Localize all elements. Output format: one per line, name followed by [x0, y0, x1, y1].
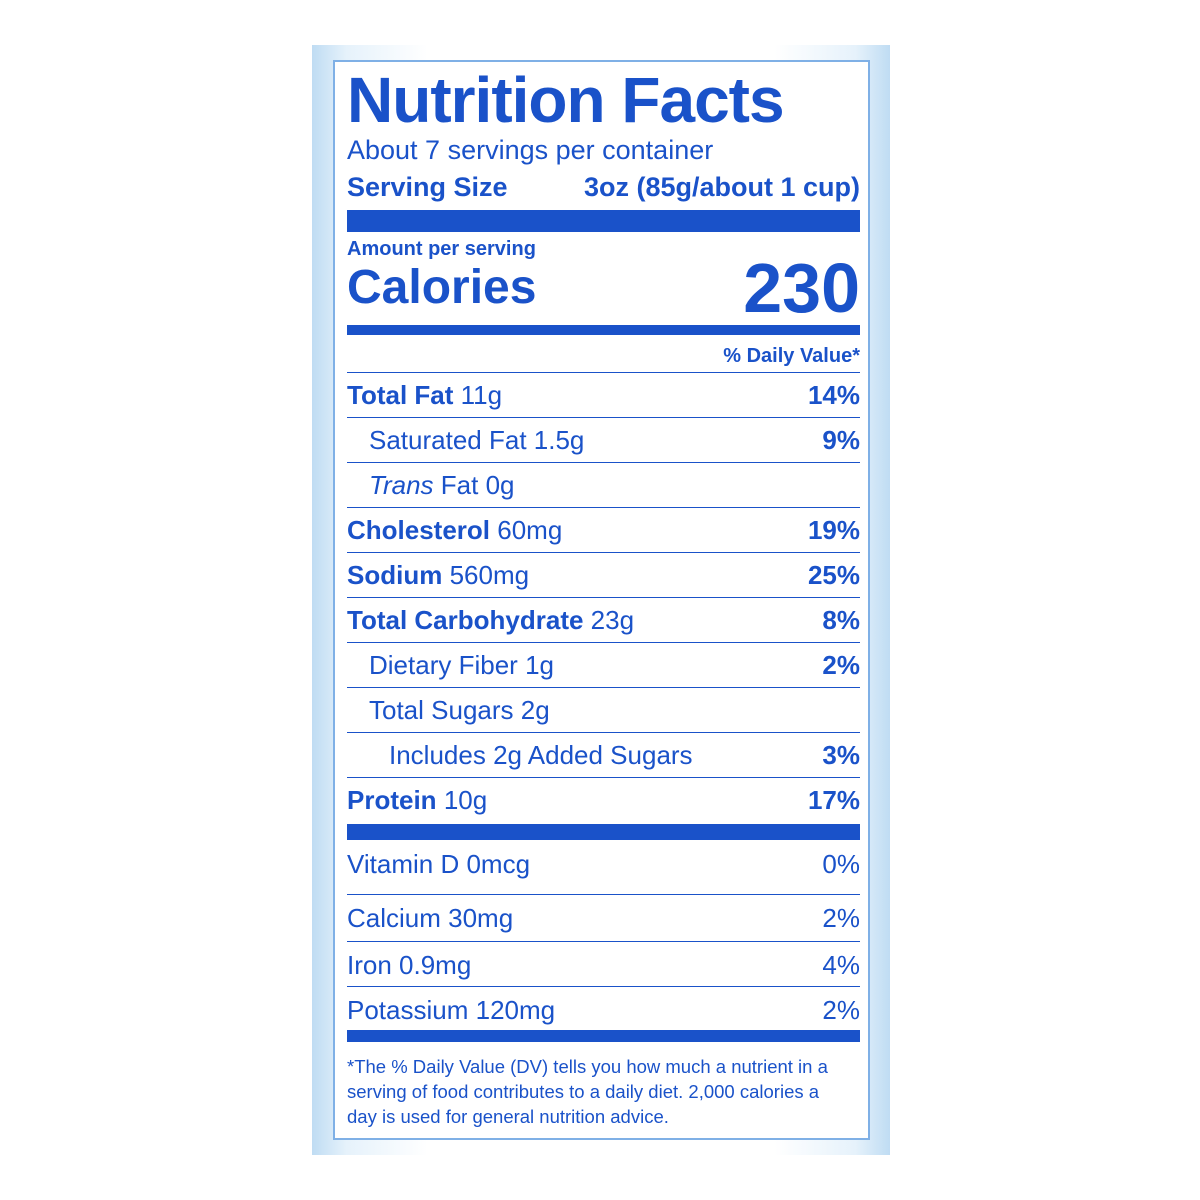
thick-rule: [347, 210, 860, 232]
vitamin-name: Vitamin D 0mcg: [347, 849, 531, 879]
daily-value: 19%: [807, 515, 860, 545]
daily-value: 17%: [807, 785, 860, 815]
daily-value: 2%: [822, 995, 860, 1025]
nutrient-amount: 1.5g: [533, 425, 585, 455]
nutrient-row: Dietary Fiber 1g 2%: [347, 642, 860, 686]
nutrient-name: Saturated Fat: [369, 425, 527, 455]
nutrition-label: [333, 60, 870, 1140]
calories: Calories 230: [347, 252, 860, 324]
calories-value: 230: [743, 249, 860, 327]
daily-value: 0%: [822, 849, 860, 879]
nutrient-name: Protein: [347, 785, 437, 815]
nutrient-name: Dietary Fiber: [369, 650, 518, 680]
vitamin-name: Iron 0.9mg: [347, 950, 472, 980]
footnote: *The % Daily Value (DV) tells you how mu…: [347, 1056, 828, 1127]
daily-value: 9%: [822, 425, 860, 455]
nutrient-amount: 0g: [485, 470, 515, 500]
serving-size-value: 3oz (85g/about 1 cup): [583, 172, 860, 202]
amount-per-serving: Amount per serving: [347, 238, 536, 260]
servings: About 7 servings per container: [347, 135, 714, 165]
vitamin-row: Vitamin D 0mcg 0%: [347, 841, 860, 887]
nutrient-amount: 23g: [590, 605, 635, 635]
nutrient-name: Fat: [440, 470, 479, 500]
nutrient-amount: 11g: [460, 380, 503, 410]
title: Nutrition Facts: [347, 64, 785, 136]
nutrient-row: Trans Fat 0g: [347, 462, 860, 506]
daily-value: 2%: [822, 650, 860, 680]
nutrient-row: Includes 2g Added Sugars 3%: [347, 732, 860, 776]
nutrient-row: Total Carbohydrate 23g 8%: [347, 597, 860, 641]
daily-value: 3%: [822, 740, 860, 770]
nutrient-name: Cholesterol: [347, 515, 491, 545]
nutrient-amount: 2g: [520, 695, 550, 725]
nutrient-amount: 10g: [443, 785, 488, 815]
serving-size-label: Serving Size: [347, 172, 508, 202]
calories-label: Calories: [347, 261, 537, 314]
vitamin-row: Iron 0.9mg 4%: [347, 941, 860, 987]
nutrient-row: Total Fat 11g 14%: [347, 372, 860, 416]
medium-rule: [347, 1030, 860, 1042]
nutrient-row: Total Sugars 2g: [347, 687, 860, 731]
serving-size: Serving Size 3oz (85g/about 1 cup): [347, 168, 860, 206]
nutrient-row: Sodium 560mg 25%: [347, 552, 860, 596]
vitamin-name: Calcium 30mg: [347, 903, 514, 933]
nutrient-name: Total Sugars: [369, 695, 514, 725]
nutrient-name-italic: Trans: [369, 470, 434, 500]
nutrient-row: Cholesterol 60mg 19%: [347, 507, 860, 551]
nutrient-text: Includes 2g Added Sugars: [389, 740, 693, 770]
nutrient-name: Total Carbohydrate: [347, 605, 584, 635]
vitamin-row: Calcium 30mg 2%: [347, 894, 860, 940]
nutrient-row: Saturated Fat 1.5g 9%: [347, 417, 860, 461]
thick-rule: [347, 824, 860, 840]
vitamin-row: Potassium 120mg 2%: [347, 986, 860, 1032]
nutrient-row: Protein 10g 17%: [347, 777, 860, 821]
daily-value: 25%: [807, 560, 860, 590]
nutrient-amount: 1g: [525, 650, 554, 680]
daily-value-header: % Daily Value*: [723, 345, 860, 367]
daily-value: 14%: [807, 380, 860, 410]
nutrient-amount: 60mg: [497, 515, 563, 545]
daily-value: 8%: [822, 605, 860, 635]
daily-value: 2%: [822, 903, 860, 933]
medium-rule: [347, 325, 860, 335]
nutrient-name: Sodium: [347, 560, 443, 590]
nutrient-name: Total Fat: [347, 380, 454, 410]
vitamin-name: Potassium 120mg: [347, 995, 556, 1025]
daily-value: 4%: [822, 950, 860, 980]
nutrient-amount: 560mg: [449, 560, 530, 590]
